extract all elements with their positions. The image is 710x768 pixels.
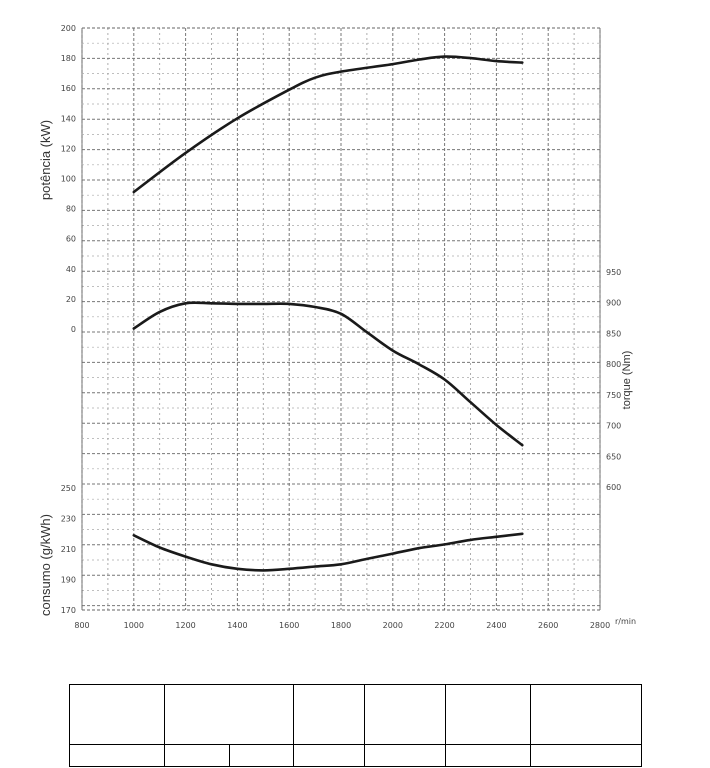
power-curve bbox=[132, 55, 524, 194]
table-cell bbox=[69, 744, 165, 767]
x-tick-label: 1000 bbox=[124, 621, 144, 630]
y-tick-label-left: 160 bbox=[61, 84, 76, 93]
table-cell bbox=[364, 744, 446, 767]
x-tick-label: 1200 bbox=[175, 621, 195, 630]
consumption-axis-label: consumo (g/kWh) bbox=[38, 514, 53, 616]
y-tick-label-left: 180 bbox=[61, 54, 76, 63]
y-tick-label-right: 900 bbox=[606, 299, 621, 308]
table-row bbox=[69, 744, 642, 767]
chart-grid bbox=[81, 27, 601, 611]
torque-curve bbox=[132, 301, 524, 447]
x-axis-unit: r/min bbox=[615, 617, 636, 626]
table-cell bbox=[293, 744, 365, 767]
x-tick-label: 1400 bbox=[227, 621, 247, 630]
power-axis-label: potência (kW) bbox=[38, 120, 53, 200]
x-tick-label: 2000 bbox=[383, 621, 403, 630]
y-tick-label-right: 950 bbox=[606, 268, 621, 277]
y-tick-label-left: 250 bbox=[61, 484, 76, 493]
spec-table bbox=[69, 684, 642, 767]
table-header-row bbox=[69, 684, 642, 745]
table-cell bbox=[164, 744, 230, 767]
y-tick-label-right: 750 bbox=[606, 391, 621, 400]
table-cell bbox=[445, 744, 531, 767]
table-cell bbox=[228, 744, 294, 767]
y-tick-label-left: 20 bbox=[66, 295, 76, 304]
y-tick-label-left: 100 bbox=[61, 175, 76, 184]
y-tick-label-left: 0 bbox=[71, 325, 76, 334]
table-cell bbox=[445, 684, 531, 745]
table-cell bbox=[69, 684, 165, 745]
y-tick-label-left: 140 bbox=[61, 114, 76, 123]
consumption-curve bbox=[132, 532, 524, 572]
y-tick-label-left: 40 bbox=[66, 265, 76, 274]
x-tick-label: 1600 bbox=[279, 621, 299, 630]
y-tick-label-left: 60 bbox=[66, 235, 76, 244]
x-tick-label: 1800 bbox=[331, 621, 351, 630]
table-cell bbox=[293, 684, 365, 745]
y-tick-label-left: 170 bbox=[61, 606, 76, 615]
table-cell bbox=[530, 744, 642, 767]
tick-labels: 800 1000 1200 1400 1600 1800 2000 2200 2400 2600 2… bbox=[61, 24, 622, 630]
y-tick-label-left: 210 bbox=[61, 545, 76, 554]
x-tick-label: 2200 bbox=[434, 621, 454, 630]
y-tick-label-left: 230 bbox=[61, 515, 76, 524]
y-tick-label-left: 200 bbox=[61, 24, 76, 33]
series-lines bbox=[132, 55, 524, 572]
x-tick-label: 2600 bbox=[538, 621, 558, 630]
y-tick-label-left: 120 bbox=[61, 144, 76, 153]
table-cell bbox=[364, 684, 446, 745]
y-tick-label-right: 700 bbox=[606, 422, 621, 431]
y-tick-label-right: 850 bbox=[606, 329, 621, 338]
table-cell bbox=[164, 684, 294, 745]
y-tick-label-left: 190 bbox=[61, 576, 76, 585]
table-cell bbox=[530, 684, 642, 745]
y-tick-label-right: 650 bbox=[606, 452, 621, 461]
torque-axis-label: torque (Nm) bbox=[621, 351, 633, 410]
y-tick-label-right: 600 bbox=[606, 483, 621, 492]
x-tick-label: 800 bbox=[74, 621, 89, 630]
engine-performance-chart: 800 1000 1200 1400 1600 1800 2000 2200 2400 2600 2… bbox=[38, 24, 636, 630]
x-tick-label: 2400 bbox=[486, 621, 506, 630]
y-tick-label-left: 80 bbox=[66, 205, 76, 214]
x-tick-label: 2800 bbox=[590, 621, 610, 630]
y-tick-label-right: 800 bbox=[606, 360, 621, 369]
